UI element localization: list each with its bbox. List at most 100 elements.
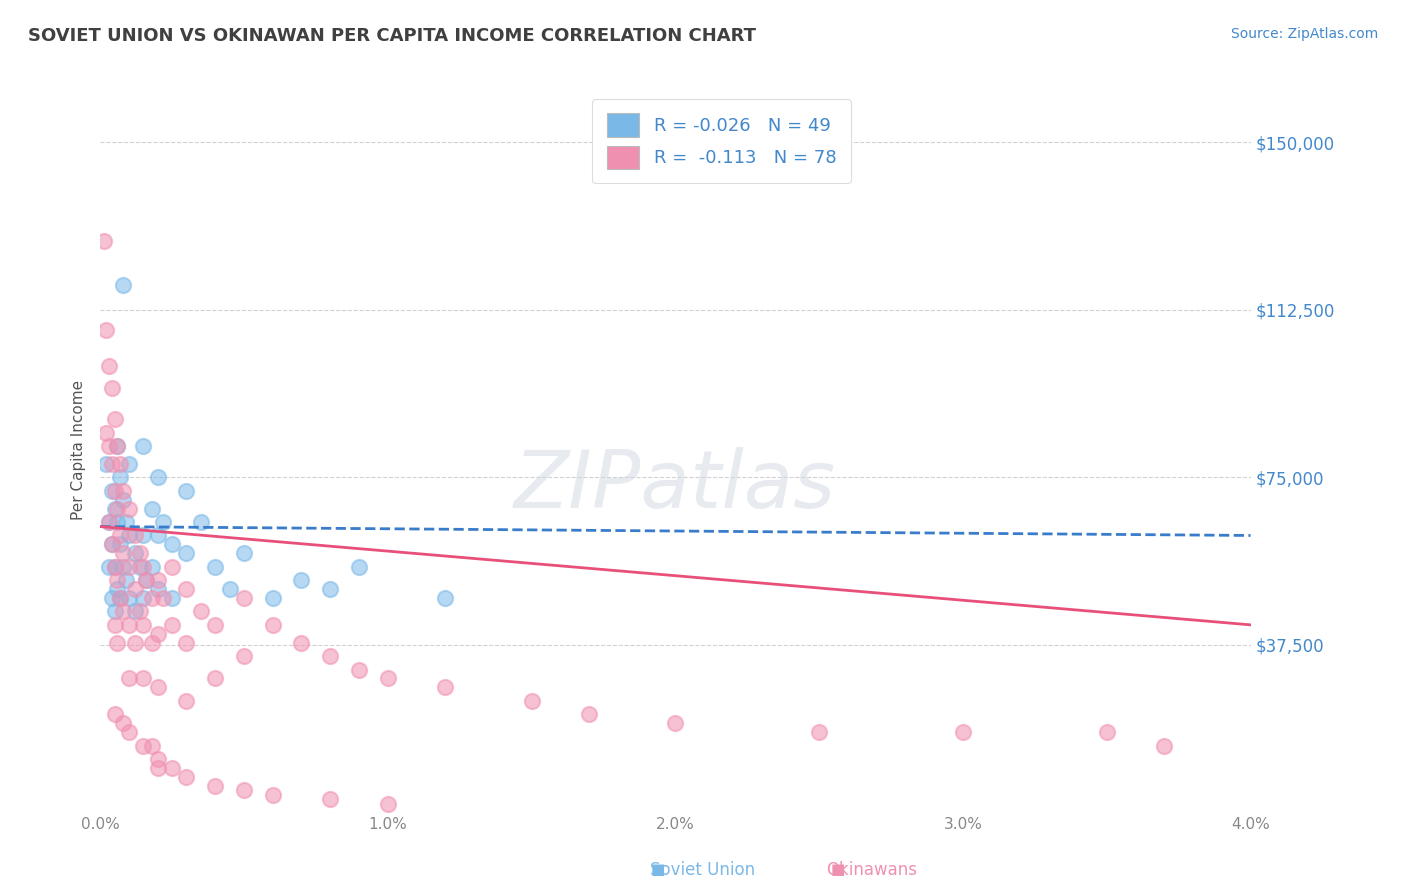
Point (218, 582, 240, 596)
Point (204, 618, 226, 632)
Point (129, 546, 152, 560)
Point (176, 483, 198, 498)
Point (105, 636, 128, 650)
Point (129, 559, 152, 574)
Point (152, 515, 174, 529)
Text: Soviet Union: Soviet Union (651, 861, 755, 879)
Point (141, 636, 163, 650)
Point (190, 604, 212, 618)
Point (112, 559, 135, 574)
Point (377, 797, 399, 811)
Point (262, 618, 284, 632)
Point (105, 439, 128, 453)
Text: ZIPatlas: ZIPatlas (515, 447, 837, 524)
Text: ■: ■ (831, 863, 845, 877)
Point (112, 492, 135, 507)
Point (103, 559, 125, 574)
Point (146, 528, 169, 542)
Point (115, 515, 138, 529)
Point (190, 515, 212, 529)
Point (141, 739, 163, 753)
Point (118, 559, 141, 574)
Point (262, 591, 284, 605)
Point (141, 559, 163, 574)
Point (103, 604, 125, 618)
Point (110, 470, 132, 484)
Point (232, 783, 254, 797)
Point (103, 559, 125, 574)
Point (135, 573, 157, 587)
Point (124, 582, 146, 596)
Point (176, 582, 198, 596)
Point (232, 546, 254, 560)
Point (97, 359, 120, 373)
Point (103, 501, 125, 516)
Point (232, 591, 254, 605)
Legend: R = -0.026   N = 49, R =  -0.113   N = 78: R = -0.026 N = 49, R = -0.113 N = 78 (592, 99, 851, 184)
Point (129, 604, 152, 618)
Point (110, 591, 132, 605)
Point (97, 515, 120, 529)
Point (124, 546, 146, 560)
Point (132, 439, 155, 453)
Point (176, 636, 198, 650)
Point (160, 559, 183, 574)
Point (97, 439, 120, 453)
Point (112, 546, 135, 560)
Point (100, 483, 122, 498)
Point (319, 649, 342, 664)
Point (118, 725, 141, 739)
Point (204, 672, 226, 686)
Point (347, 663, 370, 677)
Point (124, 604, 146, 618)
Point (520, 694, 543, 708)
Point (290, 636, 312, 650)
Point (132, 739, 155, 753)
Point (100, 537, 122, 551)
Point (135, 573, 157, 587)
Point (105, 573, 128, 587)
Point (118, 501, 141, 516)
Point (146, 582, 169, 596)
Point (100, 591, 122, 605)
Point (112, 716, 135, 731)
Point (146, 627, 169, 641)
Point (578, 707, 600, 722)
Point (118, 457, 141, 471)
Point (105, 515, 128, 529)
Point (204, 779, 226, 793)
Point (1153, 739, 1175, 753)
Point (103, 483, 125, 498)
Point (94, 457, 117, 471)
Point (319, 792, 342, 806)
Point (118, 591, 141, 605)
Point (232, 649, 254, 664)
Point (105, 582, 128, 596)
Point (176, 546, 198, 560)
Point (100, 381, 122, 395)
Point (434, 591, 457, 605)
Point (1095, 725, 1118, 739)
Point (141, 501, 163, 516)
Point (103, 618, 125, 632)
Point (160, 537, 183, 551)
Text: SOVIET UNION VS OKINAWAN PER CAPITA INCOME CORRELATION CHART: SOVIET UNION VS OKINAWAN PER CAPITA INCO… (28, 27, 756, 45)
Point (103, 412, 125, 426)
Text: ■: ■ (651, 863, 665, 877)
Point (152, 591, 174, 605)
Point (94, 425, 117, 440)
Text: Source: ZipAtlas.com: Source: ZipAtlas.com (1230, 27, 1378, 41)
Point (160, 618, 183, 632)
Point (377, 672, 399, 686)
Point (176, 770, 198, 784)
Point (319, 582, 342, 596)
Text: Okinawans: Okinawans (827, 861, 917, 879)
Point (97, 515, 120, 529)
Point (132, 618, 155, 632)
Point (146, 470, 169, 484)
Point (110, 457, 132, 471)
Point (118, 672, 141, 686)
Point (160, 761, 183, 775)
Point (103, 707, 125, 722)
Point (124, 636, 146, 650)
